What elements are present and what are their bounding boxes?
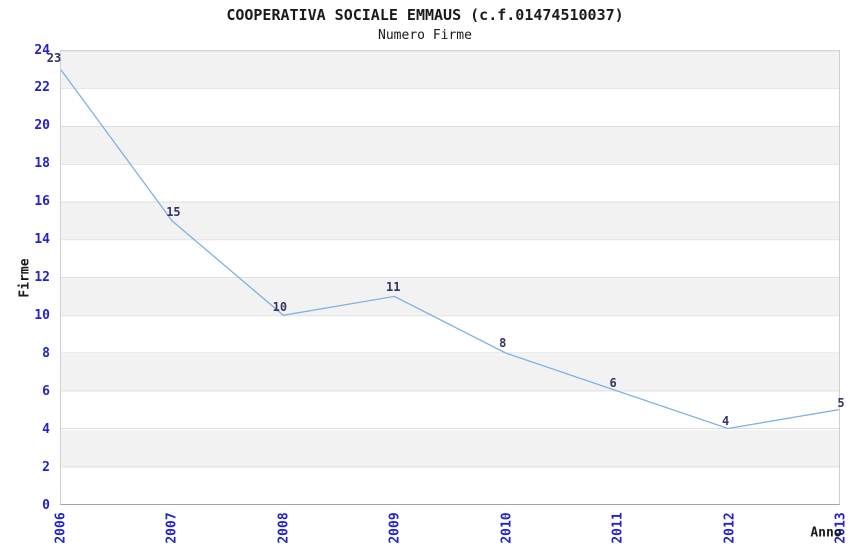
x-tick-label: 2006	[53, 512, 69, 544]
data-point-label: 15	[166, 204, 181, 219]
y-tick-label: 24	[34, 42, 50, 58]
data-point-label: 11	[386, 280, 401, 295]
y-tick-label: 6	[42, 383, 50, 399]
data-point-label: 6	[609, 376, 617, 391]
y-axis-title: Firme	[17, 258, 33, 298]
plot-area	[60, 50, 840, 505]
y-tick-label: 20	[34, 118, 50, 134]
x-axis-title: Anno	[810, 525, 842, 541]
x-tick-label: 2012	[722, 512, 738, 544]
chart-subtitle: Numero Firme	[378, 28, 472, 43]
y-tick-label: 2	[42, 459, 50, 475]
x-tick-label: 2008	[276, 512, 292, 544]
x-tick-label: 2007	[164, 512, 180, 544]
y-tick-label: 22	[34, 80, 50, 96]
x-tick-label: 2011	[610, 512, 626, 544]
y-tick-label: 14	[34, 232, 50, 248]
x-tick-label: 2009	[387, 512, 403, 544]
series-svg	[60, 50, 840, 467]
y-tick-label: 4	[42, 421, 50, 437]
y-tick-label: 12	[34, 270, 50, 285]
y-tick-label: 8	[42, 345, 50, 361]
data-point-label: 4	[721, 414, 730, 429]
y-tick-label: 10	[34, 307, 50, 323]
data-point-label: 10	[272, 300, 288, 315]
x-tick-label: 2010	[499, 512, 515, 544]
chart-title: COOPERATIVA SOCIALE EMMAUS (c.f.01474510…	[226, 6, 624, 24]
y-tick-label: 0	[42, 497, 50, 513]
y-tick-label: 18	[34, 156, 50, 172]
y-tick-label: 16	[34, 194, 50, 210]
data-point-label: 5	[837, 396, 845, 411]
data-point-label: 8	[499, 336, 507, 351]
data-point-label: 23	[46, 50, 62, 65]
series-line	[60, 69, 840, 430]
